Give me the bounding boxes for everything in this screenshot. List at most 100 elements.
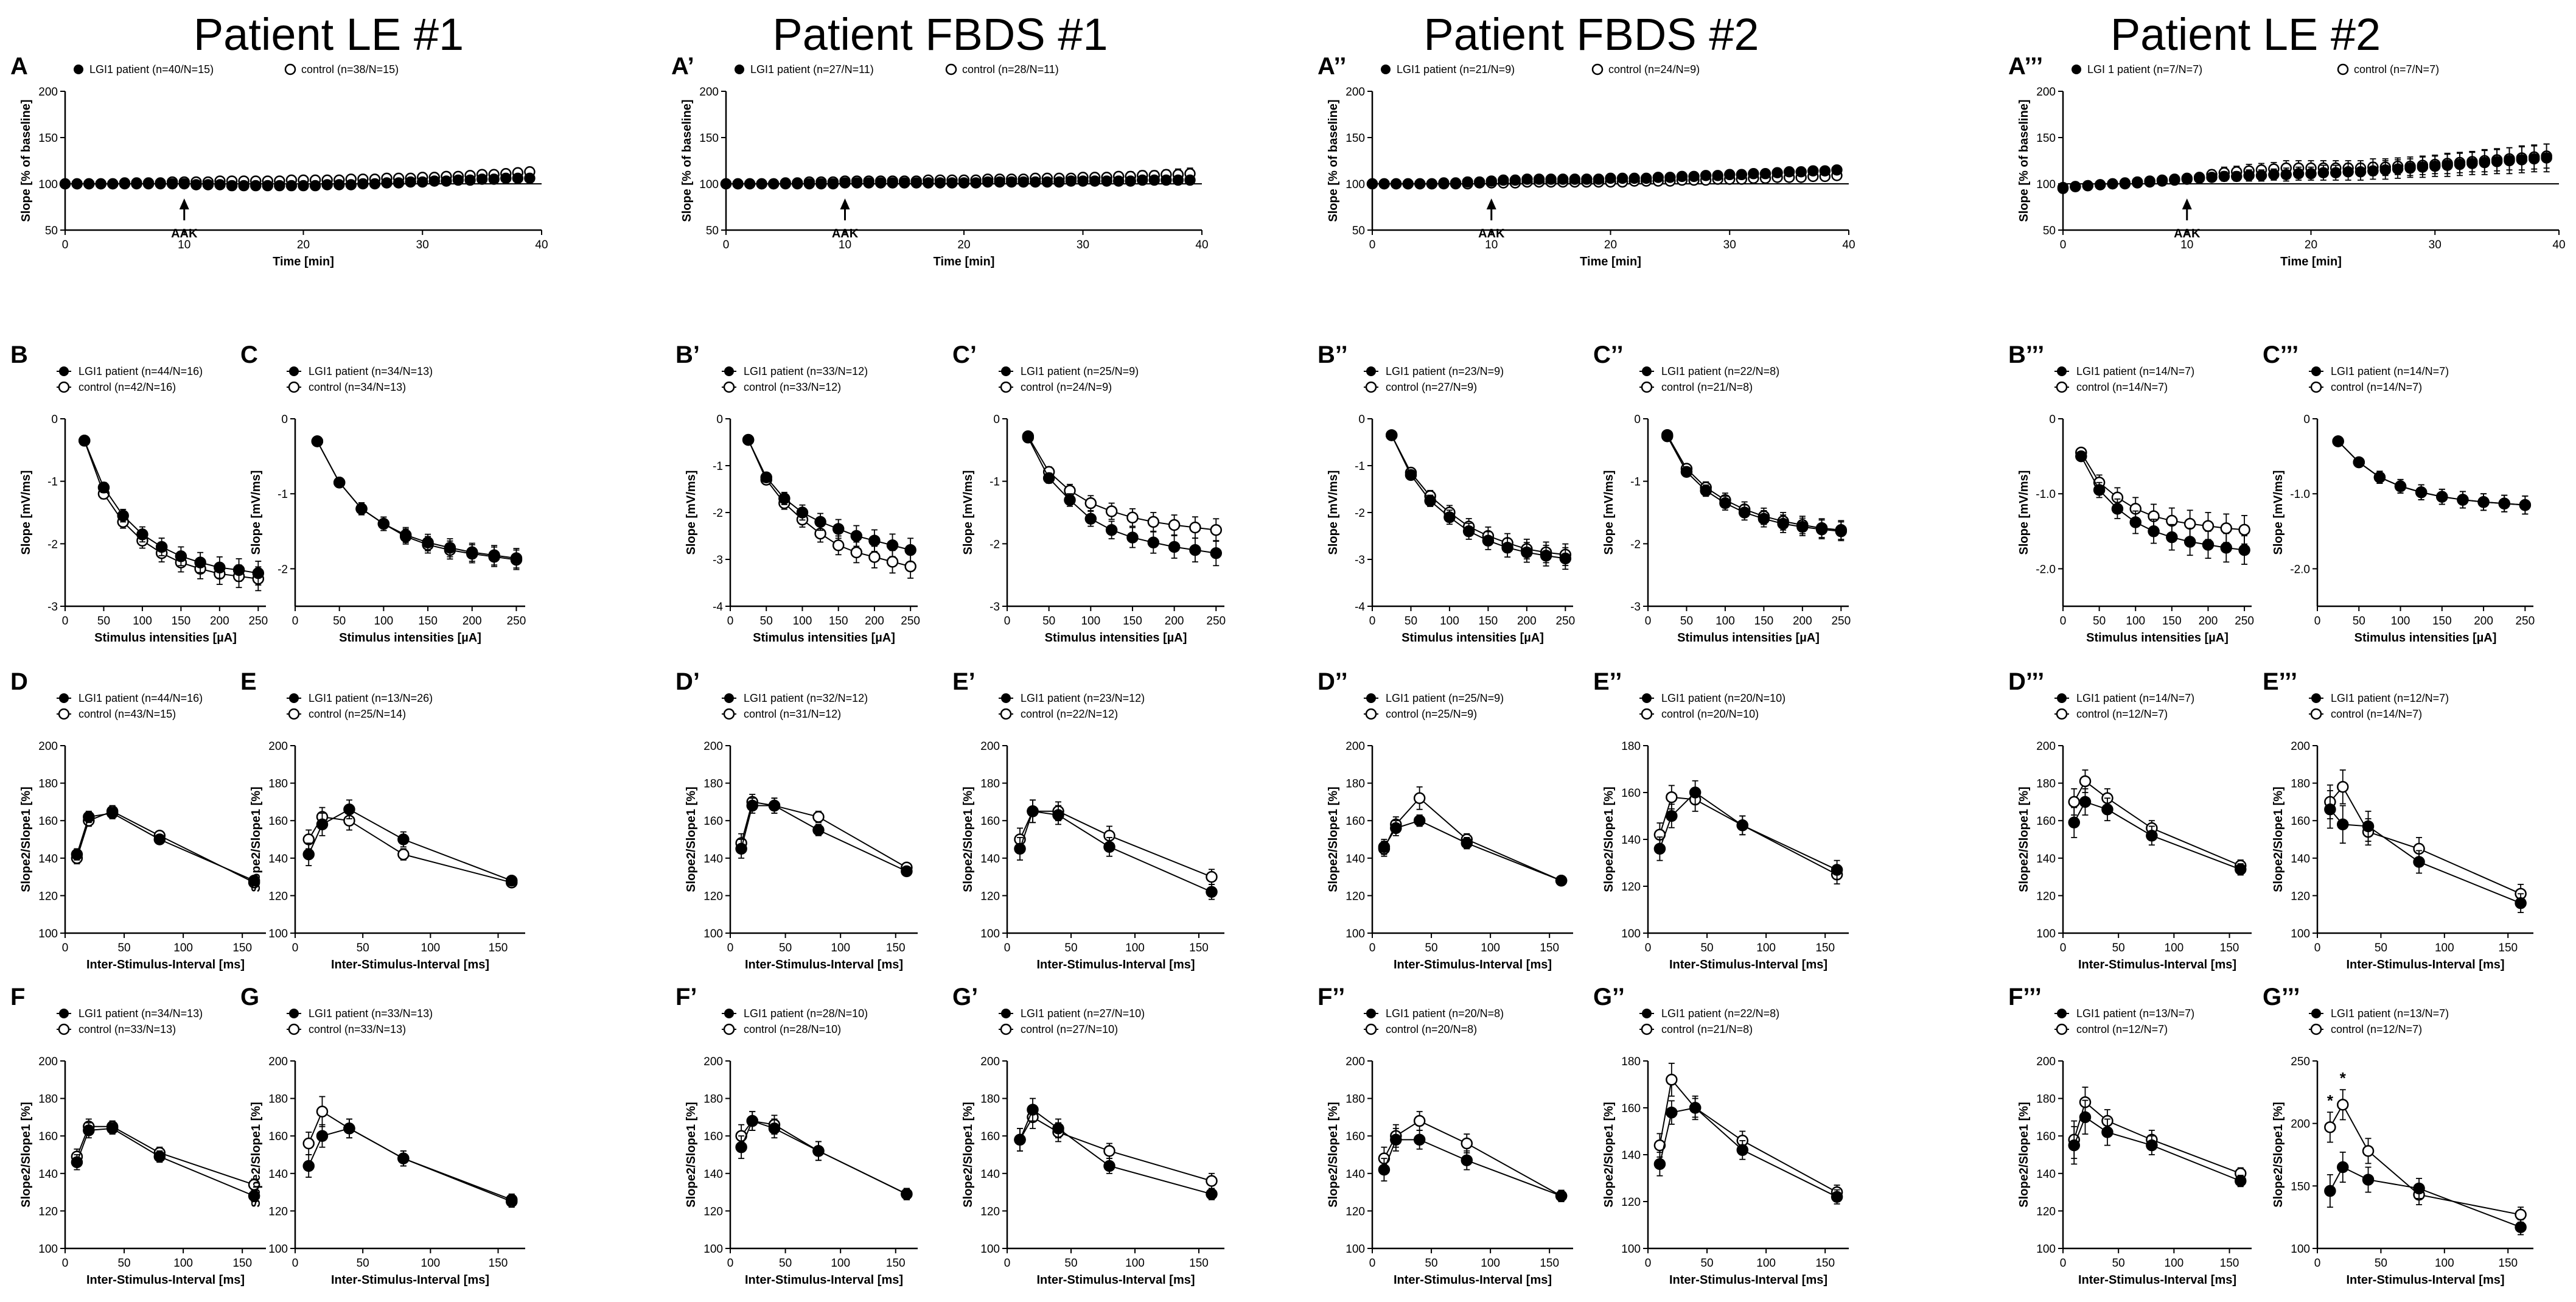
- data-point-patient: [153, 833, 166, 845]
- panel-label: C: [240, 341, 258, 368]
- legend-marker-open: [723, 708, 735, 720]
- data-point-patient: [1628, 172, 1640, 184]
- data-point-patient: [166, 178, 178, 190]
- legend-label: control (n=31/N=12): [744, 708, 841, 720]
- x-axis-label: Inter-Stimulus-Interval [ms]: [1394, 958, 1552, 971]
- y-tick-label: 160: [1621, 787, 1641, 800]
- data-point-patient: [1378, 841, 1391, 853]
- data-point-patient: [2442, 159, 2453, 171]
- data-point-patient: [1148, 174, 1161, 186]
- data-point-control: [812, 811, 825, 823]
- data-point-patient: [1443, 511, 1456, 523]
- y-tick-label: 150: [2036, 132, 2056, 145]
- data-point-patient: [2392, 163, 2404, 175]
- data-point-patient: [107, 178, 119, 190]
- legend-marker-filled: [59, 1009, 69, 1018]
- x-tick-label: 0: [1004, 1257, 1011, 1270]
- x-tick-label: 50: [1064, 1257, 1077, 1270]
- data-point-patient: [428, 175, 441, 187]
- data-point-patient: [488, 549, 500, 561]
- y-tick-label: 160: [980, 1130, 1000, 1143]
- legend-marker-open: [1365, 381, 1377, 393]
- data-point-control: [1105, 505, 1118, 517]
- data-point-patient: [2529, 153, 2540, 165]
- data-point-patient: [444, 542, 456, 554]
- data-point-patient: [1041, 176, 1053, 188]
- x-tick-label: 10: [1485, 239, 1498, 251]
- x-tick-label: 50: [2375, 1257, 2387, 1270]
- data-point-patient: [1461, 1154, 1473, 1166]
- data-point-patient: [2206, 172, 2218, 183]
- data-point-control: [1666, 791, 1678, 803]
- data-point-patient: [214, 561, 226, 574]
- data-point-patient: [1807, 165, 1819, 177]
- y-tick-label: 160: [1621, 1102, 1641, 1115]
- y-tick-label: -2: [713, 507, 723, 520]
- series-patient: [2057, 143, 2552, 194]
- panel-F: F LGI1 patient (n=34/N=13) control (n=33/N…: [10, 984, 266, 1287]
- legend-label: control (n=33/N=12): [744, 381, 841, 393]
- x-tick-label: 100: [1440, 615, 1459, 628]
- x-axis-label: Inter-Stimulus-Interval [ms]: [1036, 1273, 1195, 1287]
- data-point-patient: [1521, 546, 1533, 559]
- y-tick-label: 180: [2036, 1093, 2056, 1106]
- aak-label: AAK: [2174, 227, 2201, 240]
- y-tick-label: -3: [1355, 554, 1365, 567]
- legend-label: control (n=34/N=13): [309, 381, 406, 393]
- data-point-patient: [71, 848, 83, 861]
- legend-label: LGI1 patient (n=25/N=9): [1021, 365, 1139, 377]
- y-tick-label: -1: [990, 476, 1000, 489]
- y-tick-label: 100: [1346, 178, 1365, 191]
- x-tick-label: 250: [1555, 615, 1575, 628]
- x-tick-label: 250: [248, 615, 268, 628]
- x-axis-label: Stimulus intensities [µA]: [2086, 631, 2229, 645]
- x-tick-label: 50: [1700, 1257, 1713, 1270]
- data-point-patient: [1378, 178, 1390, 190]
- legend-marker-open: [1000, 381, 1012, 393]
- panel-label: E: [240, 668, 257, 695]
- series-patient: [2068, 788, 2247, 876]
- panel-label: B’: [675, 341, 700, 368]
- data-point-patient: [2220, 542, 2233, 554]
- y-tick-label: 200: [268, 740, 288, 753]
- series-patient: [2075, 450, 2250, 565]
- data-point-patient: [1771, 167, 1783, 179]
- x-axis-label: Inter-Stimulus-Interval [ms]: [1669, 1273, 1827, 1287]
- x-tick-label: 0: [1645, 615, 1652, 628]
- x-tick-label: 200: [462, 615, 482, 628]
- y-axis-label: Slope [mV/ms]: [1327, 471, 1340, 555]
- y-tick-label: 120: [268, 890, 288, 903]
- data-point-patient: [2079, 796, 2092, 808]
- y-tick-label: 200: [1346, 1055, 1365, 1068]
- legend-marker-filled: [1366, 366, 1376, 376]
- panel-label: D’’: [1318, 668, 1348, 695]
- data-point-patient: [2362, 820, 2375, 833]
- data-point-control: [1206, 1175, 1218, 1187]
- panel-label: C’’: [1593, 341, 1624, 368]
- data-point-patient: [1757, 513, 1770, 525]
- x-tick-label: 150: [1479, 615, 1498, 628]
- data-point-patient: [2324, 1185, 2336, 1197]
- x-tick-label: 150: [2432, 615, 2452, 628]
- data-point-control: [2337, 781, 2349, 793]
- y-axis-label: Slope2/Slope1 [%]: [1602, 1102, 1616, 1207]
- column-title: Patient LE #2: [2110, 9, 2381, 60]
- legend-label: control (n=14/N=7): [2076, 381, 2168, 393]
- y-tick-label: 100: [699, 178, 719, 191]
- y-tick-label: 140: [2036, 1168, 2056, 1181]
- legend-label: LGI1 patient (n=14/N=7): [2331, 365, 2449, 377]
- x-axis-label: Time [min]: [2280, 255, 2342, 268]
- legend-marker-open: [2310, 708, 2322, 720]
- x-tick-label: 150: [1815, 942, 1835, 954]
- x-tick-label: 0: [1645, 942, 1652, 954]
- data-point-patient: [863, 177, 874, 189]
- data-point-patient: [2541, 152, 2552, 164]
- data-point-patient: [1540, 550, 1552, 562]
- x-axis-label: Inter-Stimulus-Interval [ms]: [2078, 1273, 2236, 1287]
- y-tick-label: -1: [713, 460, 723, 473]
- data-point-control: [397, 848, 410, 861]
- data-point-patient: [2093, 484, 2106, 496]
- legend-label: LGI1 patient (n=12/N=7): [2331, 692, 2449, 704]
- data-point-patient: [1666, 810, 1678, 822]
- y-tick-label: 100: [703, 928, 723, 940]
